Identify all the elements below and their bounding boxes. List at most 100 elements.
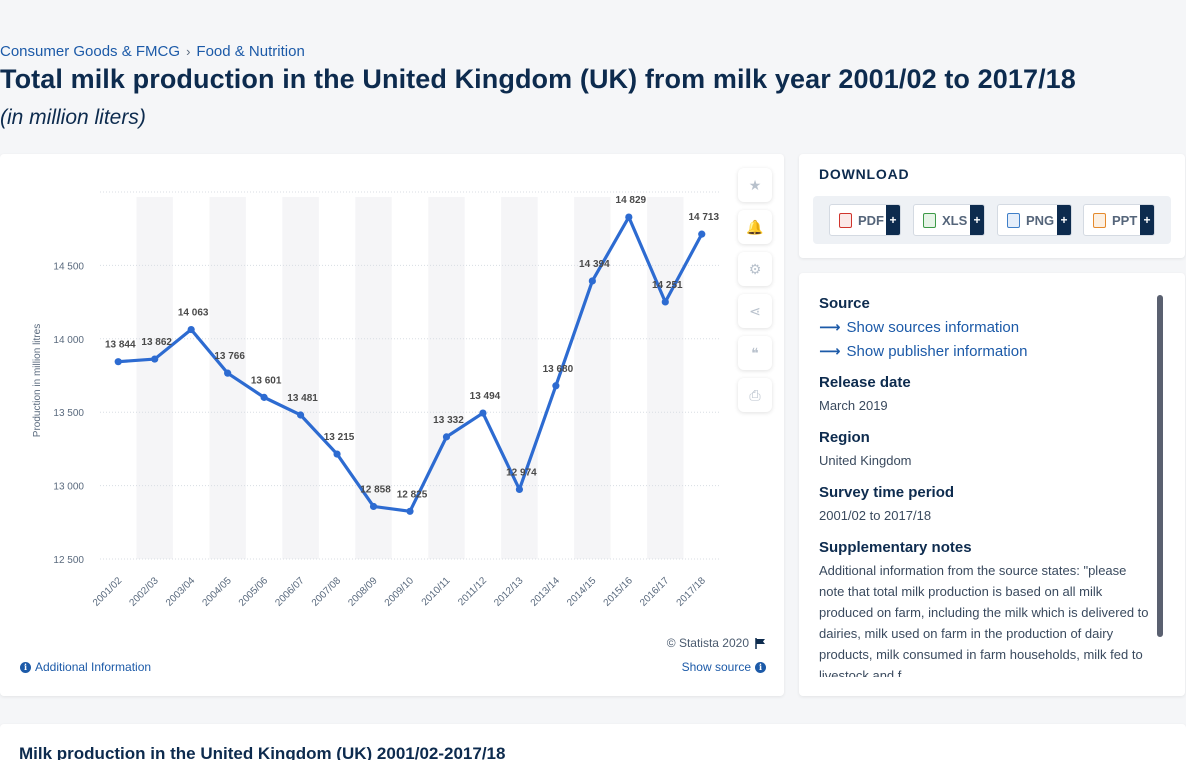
cite-quote-icon[interactable]: ❝ — [738, 336, 772, 370]
show-source-label: Show source — [681, 660, 751, 674]
x-tick-label: 2014/15 — [565, 575, 599, 609]
category-stripe — [647, 197, 684, 559]
data-point — [698, 230, 706, 238]
data-label: 13 481 — [287, 393, 318, 404]
chart-card: 12 500 13 000 13 500 14 000 14 500 Production… — [0, 154, 784, 696]
plus-icon: + — [1140, 205, 1154, 235]
x-tick-label: 2008/09 — [346, 575, 380, 609]
page-subtitle: (in million liters) — [0, 106, 146, 129]
additional-information-link[interactable]: i Additional Information — [20, 660, 151, 674]
data-label: 14 063 — [178, 308, 209, 319]
data-label: 14 829 — [616, 195, 647, 206]
x-tick-label: 2006/07 — [273, 575, 307, 609]
data-point — [114, 358, 122, 366]
breadcrumb: Consumer Goods & FMCG › Food & Nutrition — [0, 43, 305, 60]
download-title: DOWNLOAD — [819, 166, 910, 182]
data-point — [260, 393, 268, 401]
data-point — [661, 298, 669, 306]
show-publisher-link[interactable]: ⟶ Show publisher information — [819, 340, 1149, 364]
x-tick-label: 2003/04 — [164, 575, 198, 609]
data-label: 14 713 — [688, 212, 719, 223]
favorite-star-icon[interactable]: ★ — [738, 168, 772, 202]
data-point — [187, 325, 195, 334]
category-stripe — [209, 197, 246, 559]
data-label: 13 494 — [470, 391, 501, 402]
related-statistic-title[interactable]: Milk production in the United Kingdom (U… — [19, 744, 506, 760]
y-axis-label: Production in million litres — [32, 324, 43, 437]
breadcrumb-item-food-nutrition[interactable]: Food & Nutrition — [196, 43, 305, 60]
data-point — [442, 433, 451, 441]
statista-copyright[interactable]: © Statista 2020 — [667, 636, 766, 650]
show-sources-link[interactable]: ⟶ Show sources information — [819, 316, 1149, 340]
print-icon[interactable]: ⎙ — [738, 378, 772, 412]
xls-file-icon — [923, 212, 936, 228]
download-png-button[interactable]: PNG + — [997, 204, 1072, 236]
notification-bell-icon[interactable]: 🔔 — [738, 210, 772, 244]
x-tick-label: 2004/05 — [200, 575, 234, 609]
plus-icon: + — [970, 205, 984, 235]
release-date-value: March 2019 — [819, 398, 888, 413]
region-value: United Kingdom — [819, 453, 912, 468]
line-chart: 12 500 13 000 13 500 14 000 14 500 Production… — [32, 191, 720, 609]
region-heading: Region — [819, 429, 870, 446]
data-point — [151, 355, 159, 363]
release-date-heading: Release date — [819, 374, 911, 391]
data-label: 13 766 — [214, 351, 245, 362]
category-stripe — [355, 197, 392, 559]
x-tick-label: 2007/08 — [310, 575, 344, 609]
data-label: 14 394 — [579, 259, 610, 270]
data-label: 13 215 — [324, 432, 355, 443]
data-point — [479, 409, 487, 417]
data-label: 13 844 — [105, 340, 136, 351]
data-point — [224, 369, 232, 377]
arrow-right-icon: ⟶ — [819, 319, 841, 336]
chart-toolbar: ★ 🔔 ⚙ ⋖ ❝ ⎙ — [738, 168, 772, 412]
y-tick-label: 14 000 — [53, 335, 84, 346]
show-source-link[interactable]: Show source i — [682, 660, 766, 674]
download-ppt-label: PPT — [1112, 212, 1138, 228]
download-card: DOWNLOAD PDF + XLS + PNG + PPT + — [799, 154, 1185, 258]
download-ppt-button[interactable]: PPT + — [1083, 204, 1155, 236]
page-title: Total milk production in the United King… — [0, 64, 1076, 94]
y-tick-label: 13 000 — [53, 482, 84, 493]
show-sources-label: Show sources information — [846, 319, 1020, 336]
breadcrumb-item-consumer-goods[interactable]: Consumer Goods & FMCG — [0, 43, 181, 60]
x-tick-label: 2016/17 — [638, 575, 672, 609]
survey-period-value: 2001/02 to 2017/18 — [819, 508, 932, 523]
statistic-details-card: Source ⟶ Show sources information ⟶ Show… — [799, 273, 1185, 696]
png-file-icon — [1007, 212, 1020, 228]
download-xls-button[interactable]: XLS + — [913, 204, 985, 236]
x-tick-label: 2010/11 — [420, 575, 453, 608]
data-label: 14 251 — [652, 280, 683, 291]
data-point — [515, 485, 524, 494]
breadcrumb-separator-icon: › — [186, 44, 191, 59]
download-pdf-label: PDF — [858, 212, 884, 228]
series-line — [118, 215, 704, 513]
ppt-file-icon — [1093, 212, 1106, 228]
x-tick-label: 2017/18 — [675, 575, 709, 609]
data-label: 13 601 — [251, 375, 282, 386]
settings-gear-icon[interactable]: ⚙ — [738, 252, 772, 286]
copyright-text: © Statista 2020 — [666, 636, 749, 650]
pdf-file-icon — [839, 212, 852, 228]
download-buttons: PDF + XLS + PNG + PPT + — [813, 196, 1171, 244]
data-label: 12 858 — [360, 484, 391, 495]
y-tick-label: 13 500 — [53, 408, 84, 419]
plus-icon: + — [886, 205, 900, 235]
top-bar — [0, 0, 1186, 36]
details-scroll-area: Source ⟶ Show sources information ⟶ Show… — [819, 295, 1149, 677]
x-tick-label: 2011/12 — [456, 575, 489, 608]
data-point — [296, 411, 305, 419]
data-label: 12 974 — [506, 467, 537, 478]
data-label: 13 680 — [543, 364, 574, 375]
download-pdf-button[interactable]: PDF + — [829, 204, 901, 236]
data-point — [625, 213, 633, 221]
data-point — [552, 382, 560, 390]
category-stripe — [574, 197, 611, 559]
x-tick-label: 2015/16 — [602, 575, 636, 609]
supplementary-notes-value: Additional information from the source s… — [819, 563, 1149, 677]
flag-icon — [755, 637, 765, 649]
details-scrollbar[interactable] — [1157, 295, 1163, 637]
data-point — [333, 450, 341, 458]
share-icon[interactable]: ⋖ — [738, 294, 772, 328]
